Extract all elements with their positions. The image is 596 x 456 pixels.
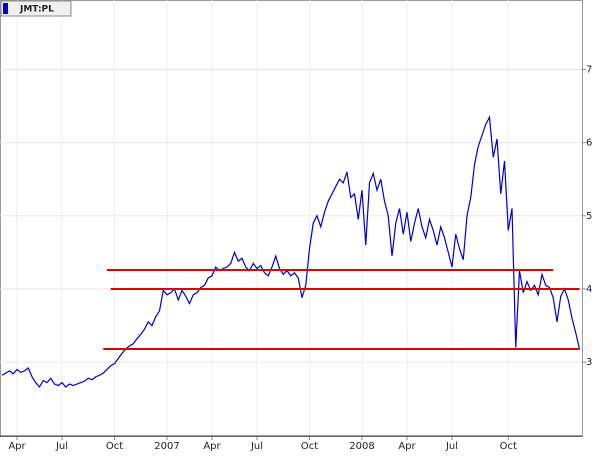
legend: JMT:PL bbox=[0, 0, 72, 17]
x-tick-label: Apr bbox=[8, 441, 26, 452]
x-tick-label: Jul bbox=[250, 441, 263, 452]
x-tick-label: Oct bbox=[500, 441, 517, 452]
x-tick-label: 2008 bbox=[349, 441, 374, 452]
x-tick-label: Jul bbox=[445, 441, 458, 452]
y-tick-label: 5 bbox=[586, 211, 592, 222]
x-tick-label: Jul bbox=[55, 441, 68, 452]
legend-box bbox=[0, 0, 72, 17]
legend-swatch bbox=[3, 3, 8, 14]
y-tick-label: 7 bbox=[586, 64, 592, 75]
legend-label: JMT:PL bbox=[19, 5, 54, 15]
x-tick-label: 2007 bbox=[154, 441, 179, 452]
x-tick-label: Oct bbox=[301, 441, 318, 452]
price-line bbox=[1, 114, 581, 389]
y-tick-label: 6 bbox=[586, 138, 592, 149]
x-tick-label: Apr bbox=[398, 441, 416, 452]
y-tick-label: 4 bbox=[586, 284, 592, 295]
y-tick-label: 3 bbox=[586, 357, 592, 368]
x-tick-label: Apr bbox=[203, 441, 221, 452]
x-tick-label: Oct bbox=[106, 441, 123, 452]
